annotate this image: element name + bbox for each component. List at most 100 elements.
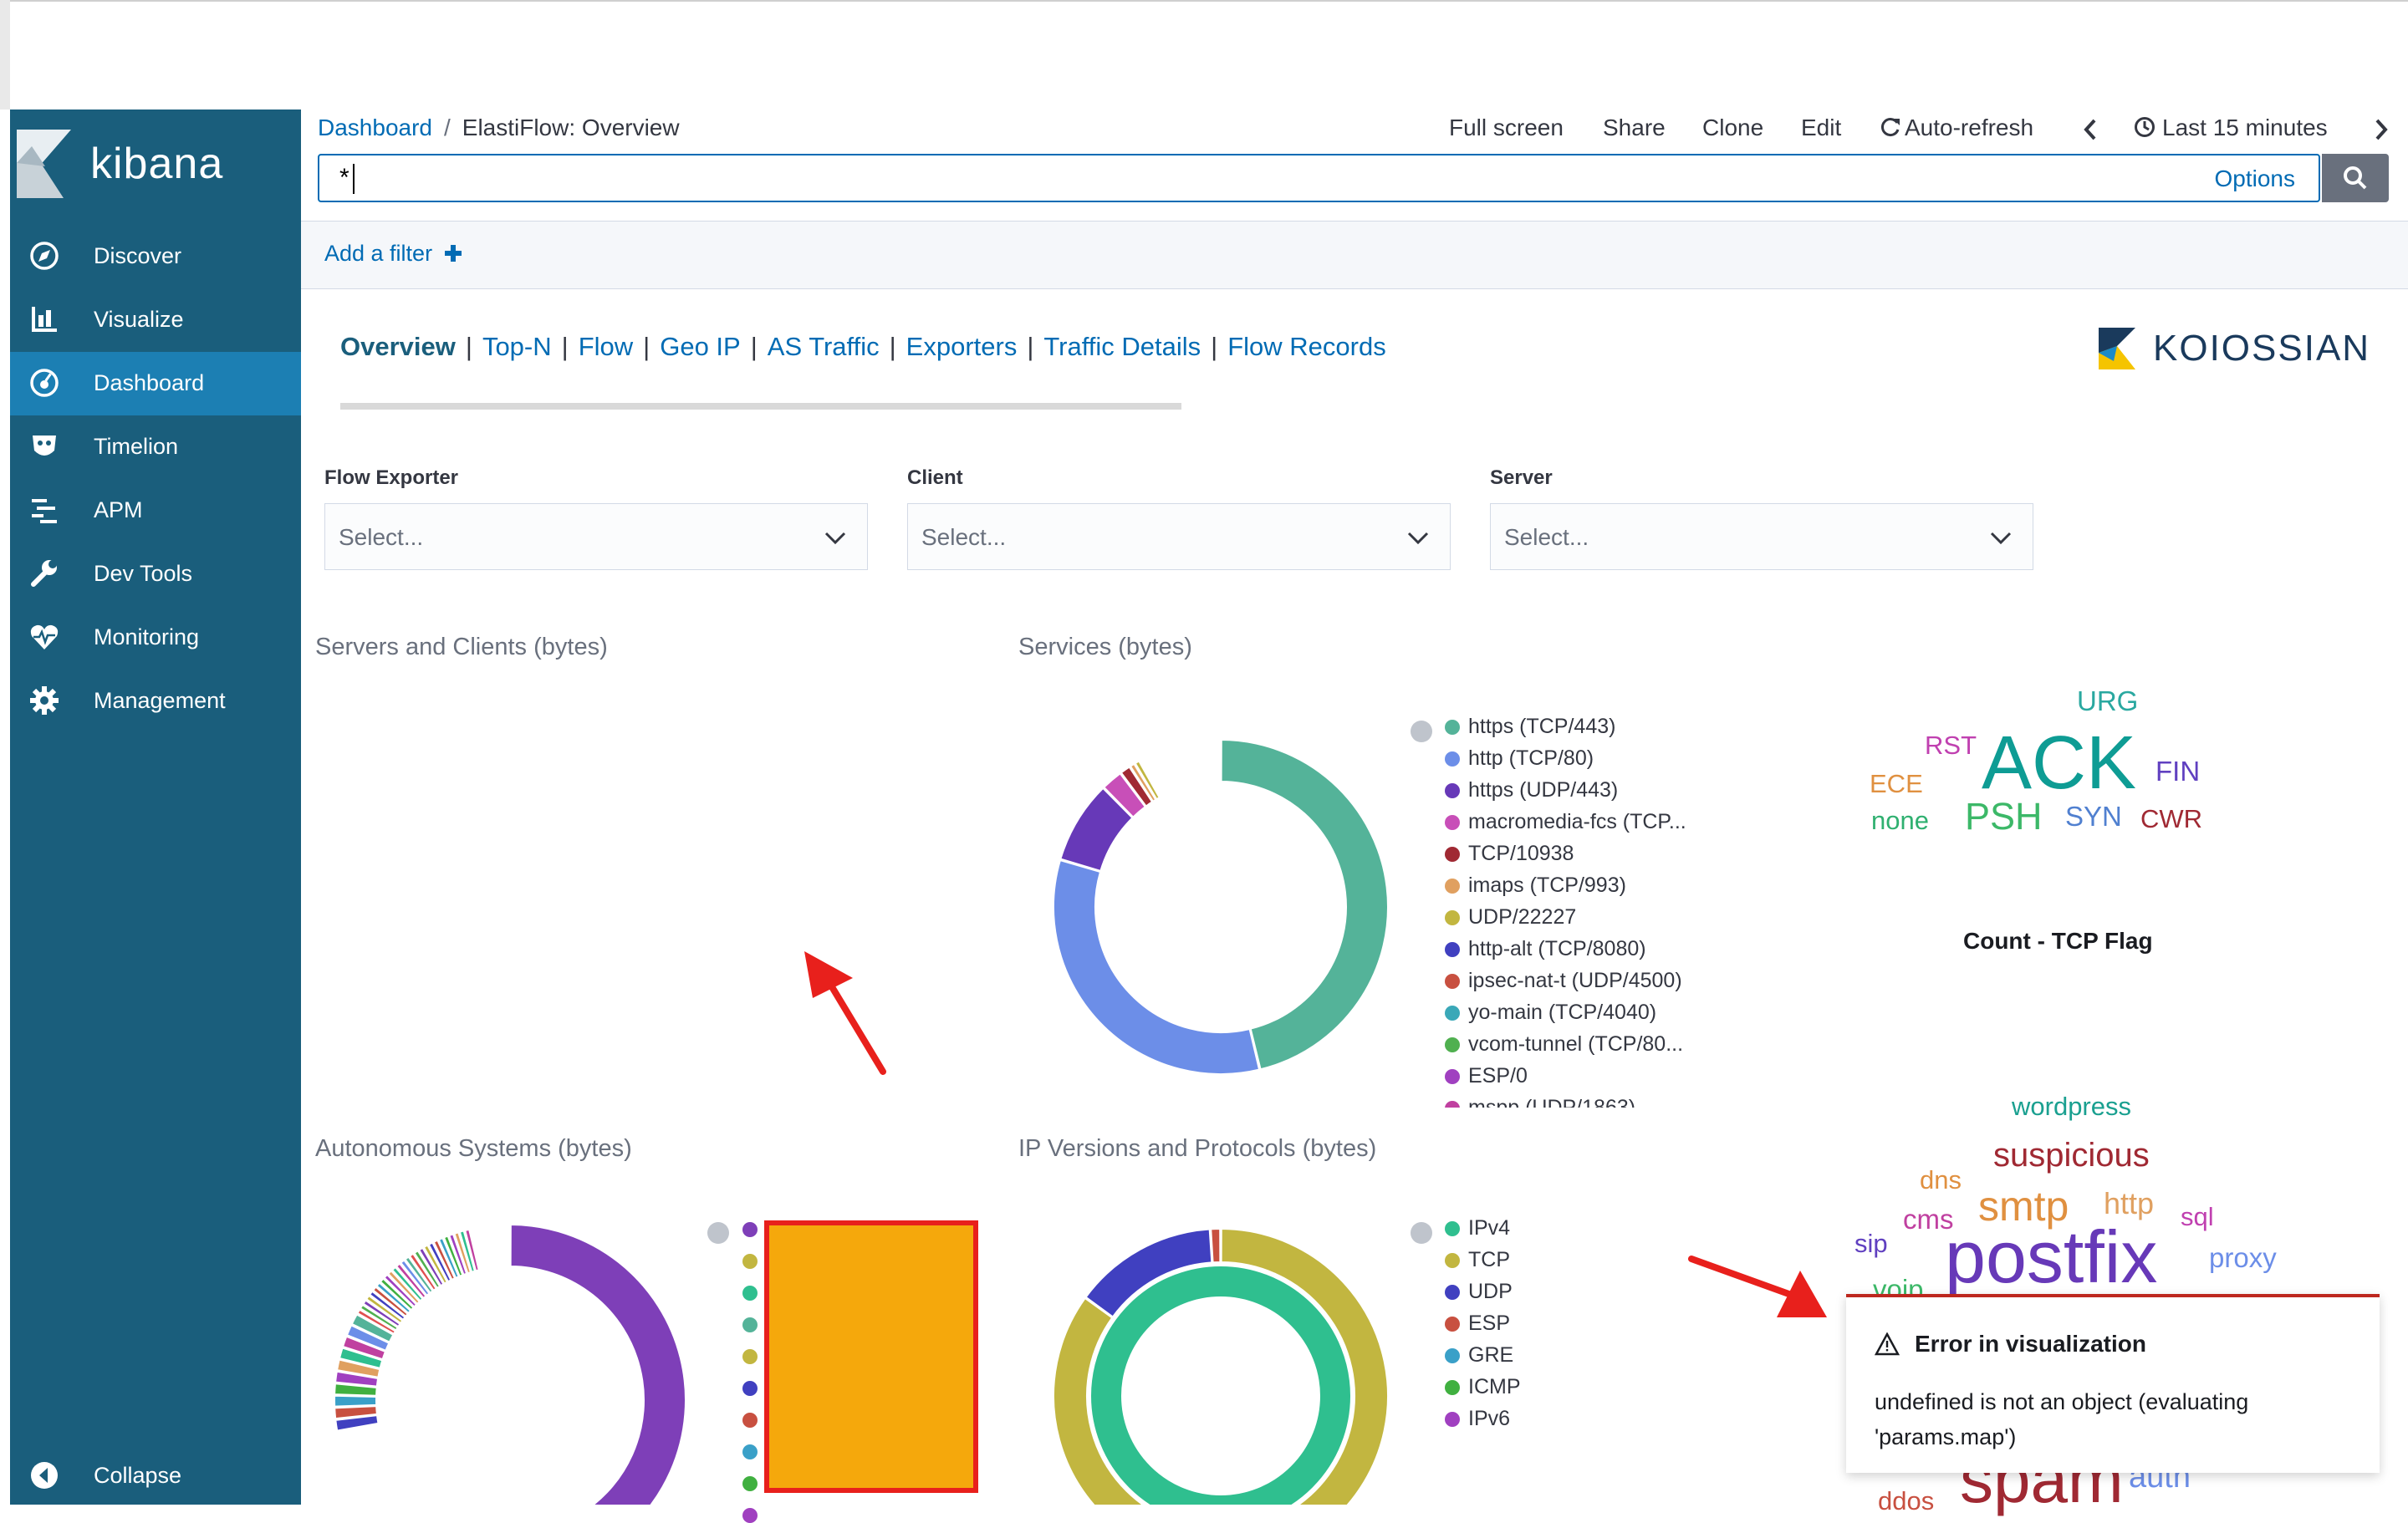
services-slice[interactable]	[1220, 738, 1390, 1071]
legend-item[interactable]: yo-main (TCP/4040)	[1445, 1001, 1656, 1025]
legend-item[interactable]: https (TCP/443)	[1445, 715, 1615, 739]
as-slice[interactable]	[404, 1256, 434, 1295]
as-slice[interactable]	[408, 1252, 438, 1292]
as-slice[interactable]	[359, 1303, 399, 1332]
tcp-flag-word[interactable]: ECE	[1870, 769, 1923, 798]
legend-item[interactable]: vcom-tunnel (TCP/80...	[1445, 1032, 1683, 1057]
kibana-wordmark[interactable]: kibana	[90, 140, 224, 188]
tcp-flag-word[interactable]: SYN	[2065, 801, 2122, 832]
app-tag-word[interactable]: wordpress	[2012, 1092, 2131, 1121]
as-slice[interactable]	[362, 1299, 401, 1328]
as-slice[interactable]	[335, 1358, 381, 1378]
app-tag-word[interactable]: sip	[1854, 1229, 1888, 1258]
app-tag-word[interactable]: smtp	[1978, 1183, 2069, 1230]
tab-overview[interactable]: Overview	[340, 332, 456, 361]
as-slice[interactable]	[447, 1233, 468, 1276]
tab-exporters[interactable]: Exporters	[906, 332, 1018, 361]
as-slice[interactable]	[334, 1383, 378, 1397]
ip-versions-donut-chart[interactable]	[1037, 1229, 1405, 1505]
legend-item[interactable]: IPv6	[1445, 1407, 1510, 1431]
tcp-flag-word[interactable]: URG	[2077, 685, 2139, 716]
share-button[interactable]: Share	[1603, 115, 1666, 140]
search-submit-button[interactable]	[2322, 154, 2389, 202]
as-slice[interactable]	[413, 1249, 441, 1290]
nav-management[interactable]: Management	[10, 670, 301, 733]
nav-dashboard[interactable]: Dashboard	[10, 352, 301, 415]
as-slice[interactable]	[442, 1235, 464, 1278]
app-tag-word[interactable]: suspicious	[1993, 1137, 2150, 1174]
legend-item[interactable]: https (UDP/443)	[1445, 778, 1618, 802]
app-tag-word[interactable]: http	[2104, 1186, 2155, 1220]
as-slice[interactable]	[341, 1335, 387, 1361]
services-slice[interactable]	[1129, 762, 1157, 803]
as-slice[interactable]	[399, 1259, 431, 1297]
ipv4-ring[interactable]	[1091, 1266, 1350, 1505]
ip-protocol-slice[interactable]	[1210, 1229, 1222, 1264]
as-donut-chart[interactable]	[318, 1204, 702, 1505]
tcp-flag-word[interactable]: PSH	[1965, 795, 2043, 838]
legend-toggle-icon[interactable]	[707, 1222, 729, 1244]
tcp-flag-word[interactable]: RST	[1925, 731, 1977, 760]
legend-item[interactable]: mspp (UDP/1863)	[1445, 1096, 1635, 1108]
as-slice[interactable]	[453, 1231, 472, 1275]
add-filter-button[interactable]: Add a filter	[324, 241, 462, 267]
as-slice[interactable]	[379, 1277, 415, 1312]
app-tag-word[interactable]: ddos	[1878, 1486, 1935, 1515]
as-slice[interactable]	[432, 1239, 457, 1281]
as-slice[interactable]	[390, 1266, 424, 1302]
flow-exporter-select[interactable]: Select...	[324, 503, 868, 570]
legend-item[interactable]: UDP/22227	[1445, 905, 1576, 930]
query-bar[interactable]: * Options	[318, 154, 2320, 202]
time-picker-button[interactable]: Last 15 minutes	[2134, 115, 2328, 141]
as-slice[interactable]	[368, 1290, 406, 1322]
legend-item[interactable]: http-alt (TCP/8080)	[1445, 937, 1646, 961]
as-slice[interactable]	[336, 1423, 569, 1505]
as-slice[interactable]	[350, 1313, 395, 1343]
legend-toggle-icon[interactable]	[1411, 1222, 1432, 1244]
legend-item[interactable]: macromedia-fcs (TCP...	[1445, 810, 1686, 834]
edit-button[interactable]: Edit	[1801, 115, 1842, 140]
tab-top-n[interactable]: Top-N	[482, 332, 552, 361]
legend-toggle-icon[interactable]	[1411, 721, 1432, 742]
legend-item[interactable]: IPv4	[1445, 1216, 1510, 1240]
app-tag-word[interactable]: postfix	[1945, 1215, 2158, 1298]
app-tag-word[interactable]: dns	[1920, 1165, 1962, 1194]
as-slice[interactable]	[422, 1244, 449, 1285]
legend-item[interactable]: http (TCP/80)	[1445, 746, 1594, 771]
as-slice[interactable]	[365, 1294, 404, 1325]
services-slice[interactable]	[1053, 858, 1261, 1075]
as-slice[interactable]	[395, 1262, 427, 1300]
as-slice[interactable]	[334, 1370, 380, 1388]
tab-geo-ip[interactable]: Geo IP	[660, 332, 741, 361]
nav-monitoring[interactable]: Monitoring	[10, 606, 301, 670]
as-slice[interactable]	[464, 1228, 480, 1272]
tcp-flag-word[interactable]: CWR	[2140, 804, 2203, 833]
services-slice[interactable]	[1139, 738, 1222, 798]
app-tag-word[interactable]: proxy	[2209, 1242, 2277, 1273]
legend-item[interactable]: ESP	[1445, 1312, 1510, 1336]
ip-protocol-slice[interactable]	[1053, 1229, 1389, 1505]
ip-protocol-slice[interactable]	[1084, 1229, 1213, 1318]
as-slice[interactable]	[356, 1308, 397, 1336]
as-slice[interactable]	[417, 1246, 445, 1287]
tcp-flag-word[interactable]: FIN	[2155, 756, 2201, 787]
client-select[interactable]: Select...	[907, 503, 1451, 570]
services-slice[interactable]	[1120, 766, 1154, 807]
tab-traffic-details[interactable]: Traffic Details	[1043, 332, 1201, 361]
as-slice[interactable]	[437, 1236, 460, 1280]
as-slice[interactable]	[334, 1405, 378, 1420]
nav-apm[interactable]: APM	[10, 479, 301, 542]
as-slice[interactable]	[334, 1414, 380, 1432]
chevron-right-icon[interactable]	[2371, 118, 2391, 141]
nav-timelion[interactable]: Timelion	[10, 415, 301, 479]
tcp-flag-word[interactable]: ACK	[1982, 721, 2137, 805]
options-button[interactable]: Options	[2214, 166, 2296, 191]
as-slice[interactable]	[458, 1230, 477, 1273]
nav-dev-tools[interactable]: Dev Tools	[10, 542, 301, 606]
legend-item[interactable]: TCP	[1445, 1248, 1510, 1272]
legend-item[interactable]: ipsec-nat-t (UDP/4500)	[1445, 969, 1682, 993]
services-donut-chart[interactable]	[1037, 727, 1405, 1095]
as-slice[interactable]	[509, 1223, 686, 1505]
legend-item[interactable]: ICMP	[1445, 1375, 1521, 1399]
search-input[interactable]: *	[339, 164, 349, 191]
